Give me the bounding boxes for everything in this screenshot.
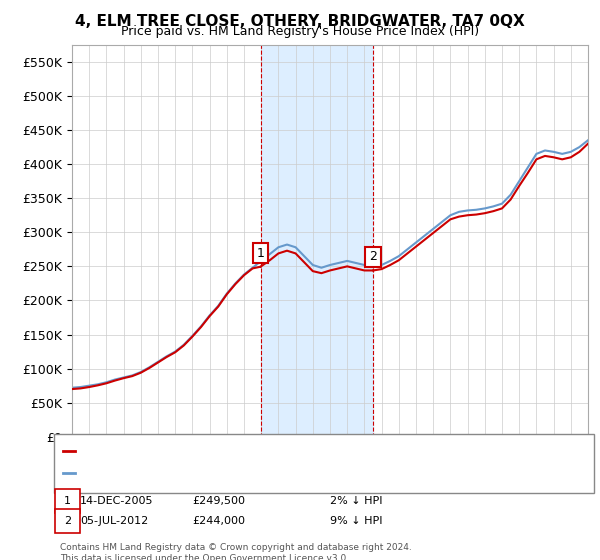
Text: Price paid vs. HM Land Registry's House Price Index (HPI): Price paid vs. HM Land Registry's House … [121, 25, 479, 38]
Text: Contains HM Land Registry data © Crown copyright and database right 2024.
This d: Contains HM Land Registry data © Crown c… [60, 543, 412, 560]
Text: 1: 1 [64, 496, 71, 506]
Bar [260, 45, 373, 437]
Text: 2: 2 [369, 250, 377, 263]
Text: 4, ELM TREE CLOSE, OTHERY, BRIDGWATER, TA7 0QX: 4, ELM TREE CLOSE, OTHERY, BRIDGWATER, T… [75, 14, 525, 29]
Text: 14-DEC-2005: 14-DEC-2005 [80, 496, 154, 506]
Text: £244,000: £244,000 [192, 516, 245, 526]
Text: HPI: Average price, detached house, Somerset: HPI: Average price, detached house, Some… [78, 468, 321, 478]
Text: 4, ELM TREE CLOSE, OTHERY, BRIDGWATER, TA7 0QX (detached house): 4, ELM TREE CLOSE, OTHERY, BRIDGWATER, T… [78, 446, 449, 456]
Text: £249,500: £249,500 [192, 496, 245, 506]
Text: 05-JUL-2012: 05-JUL-2012 [80, 516, 148, 526]
Text: 2% ↓ HPI: 2% ↓ HPI [330, 496, 383, 506]
Text: 2: 2 [64, 516, 71, 526]
Text: 9% ↓ HPI: 9% ↓ HPI [330, 516, 383, 526]
Text: 1: 1 [257, 246, 265, 260]
